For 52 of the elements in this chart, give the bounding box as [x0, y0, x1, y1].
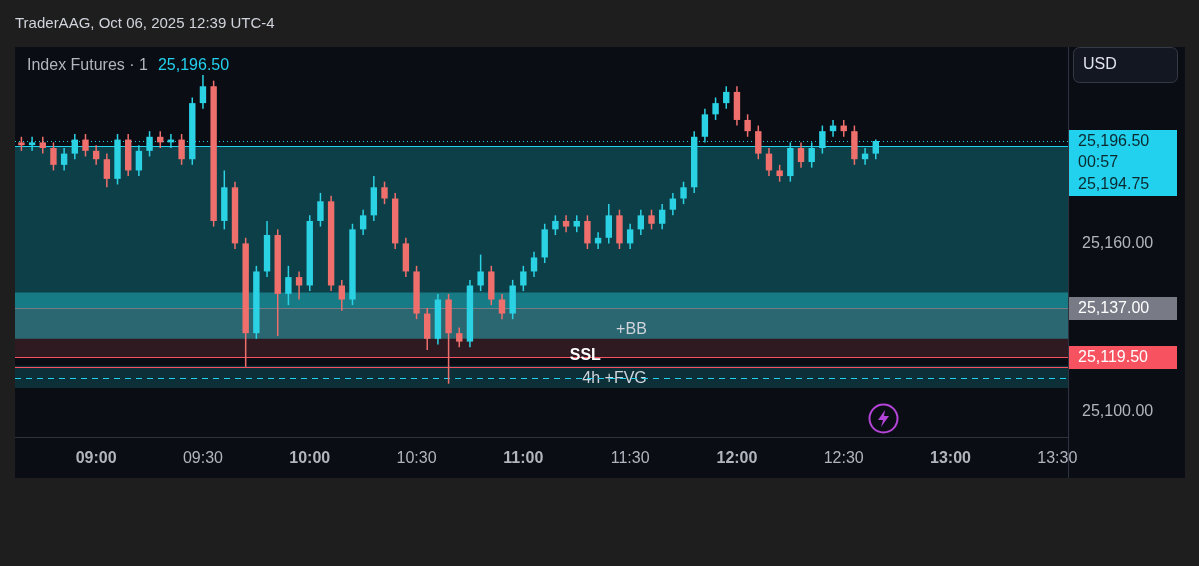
candlestick	[477, 253, 484, 292]
x-tick-label: 09:00	[75, 449, 117, 467]
candlestick	[712, 96, 719, 121]
band-label: 4h +FVG	[582, 369, 647, 387]
y-tick-label: 25,100.00	[1082, 402, 1154, 420]
candlestick	[50, 141, 57, 172]
text: 25,196.50	[157, 56, 230, 74]
candlestick	[755, 124, 762, 160]
x-tick-label: 10:30	[396, 449, 437, 467]
candlestick	[626, 223, 634, 250]
candlestick	[530, 251, 538, 278]
candlestick	[456, 326, 463, 348]
y-tick-label: 25,160.00	[1082, 233, 1154, 251]
text: TraderAAG, Oct 06, 2025 12:39 UTC-4	[15, 14, 275, 32]
candlestick	[520, 265, 527, 292]
ref-line-label: 25,119.50	[1078, 348, 1149, 366]
candlestick	[381, 180, 388, 205]
candlestick	[584, 214, 591, 250]
ref-line-label: 25,196.50	[1078, 132, 1150, 150]
y-axis-title: USD	[1083, 55, 1117, 73]
candlestick	[797, 141, 805, 169]
x-tick-label: 09:30	[182, 449, 224, 467]
ref-line-label: 25,194.75	[1078, 175, 1150, 193]
x-tick-label: 12:00	[716, 449, 758, 467]
candlestick	[605, 203, 612, 245]
candlestick	[103, 152, 111, 189]
candlestick	[637, 208, 645, 236]
candlestick	[178, 133, 185, 166]
candlestick	[498, 293, 506, 320]
candlestick	[82, 133, 89, 158]
candlestick	[723, 85, 730, 110]
x-tick-label: 11:30	[610, 449, 650, 467]
candlestick	[648, 208, 655, 231]
candlestick	[317, 192, 324, 228]
x-tick-label: 11:00	[503, 449, 544, 467]
x-tick-label: 13:00	[930, 449, 972, 467]
candlestick	[552, 214, 559, 236]
text: Index Futures · 1	[27, 56, 149, 74]
x-tick-label: 10:00	[289, 449, 331, 467]
x-tick-label: 13:30	[1037, 449, 1078, 467]
band-label: +BB	[616, 320, 647, 338]
text: 00:57	[1078, 153, 1119, 171]
candlestick	[669, 192, 677, 217]
candlestick	[744, 113, 751, 138]
candlestick	[199, 74, 207, 110]
candlestick	[285, 265, 292, 306]
candlestick	[338, 279, 345, 312]
ref-line-label: 25,137.00	[1078, 299, 1150, 317]
candlestick	[359, 208, 367, 236]
candlestick	[658, 203, 666, 231]
x-tick-label: 12:30	[823, 449, 864, 467]
candlestick	[680, 180, 687, 205]
